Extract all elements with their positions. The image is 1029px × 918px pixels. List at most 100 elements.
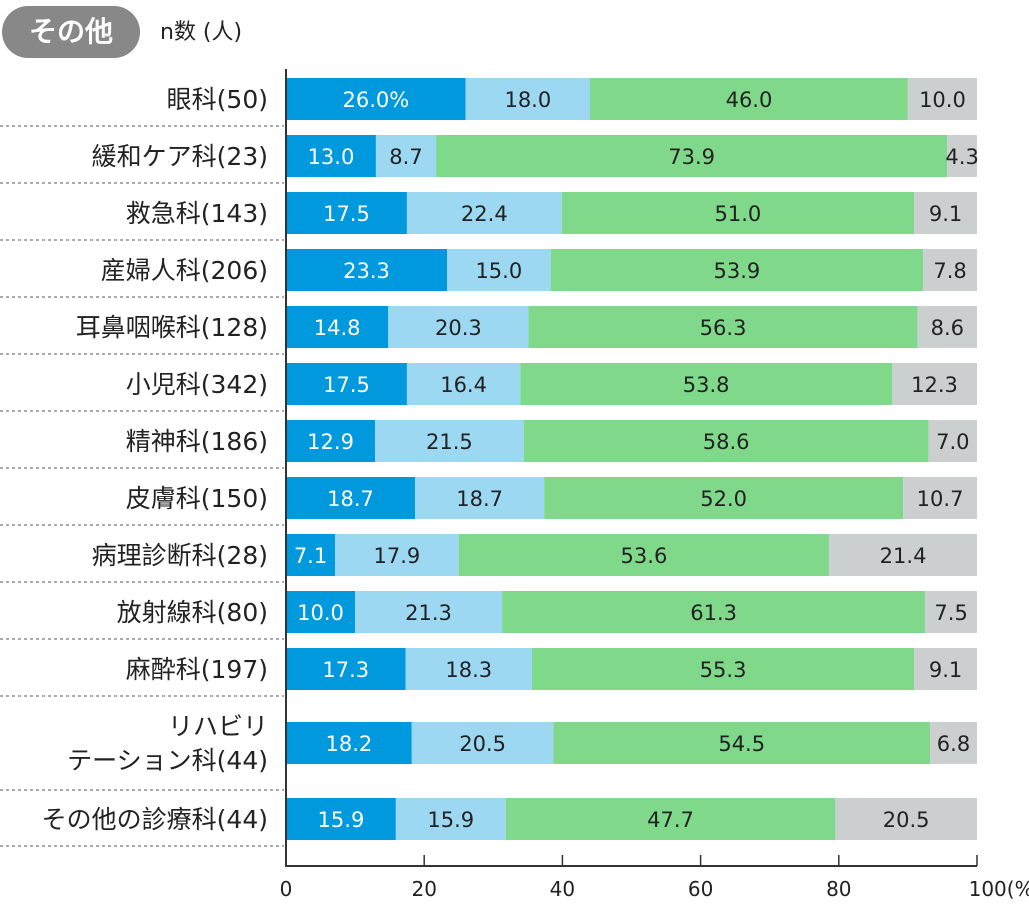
bar-segment (415, 477, 545, 519)
x-tick-label: 40 (550, 877, 575, 901)
category-label: 病理診断科(28) (92, 541, 268, 570)
bar-segment (914, 192, 977, 234)
data-label: 58.6 (703, 430, 750, 454)
bar-segment (505, 798, 836, 840)
bar-segment (286, 798, 396, 840)
x-tick-label: 100(%) (969, 877, 1029, 901)
bar-segment (286, 420, 376, 462)
data-label: 52.0 (700, 487, 747, 511)
data-label: 9.1 (929, 202, 962, 226)
bar-segment (286, 249, 448, 291)
bar-segment (590, 78, 908, 120)
data-label: 18.7 (327, 487, 374, 511)
data-label: 7.0 (936, 430, 969, 454)
data-label: 7.5 (934, 601, 967, 625)
bar-segment (286, 306, 389, 348)
bar-segment (531, 648, 915, 690)
x-tick-label: 20 (411, 877, 436, 901)
data-label: 55.3 (700, 658, 747, 682)
bar-segment (520, 363, 893, 405)
data-label: 4.3 (945, 145, 978, 169)
data-label: 17.5 (323, 202, 370, 226)
bar-segment (286, 363, 407, 405)
bar-segment (405, 648, 532, 690)
bar-segment (553, 722, 931, 764)
bar-segment (447, 249, 551, 291)
data-label: 18.2 (325, 732, 372, 756)
bar-segment (928, 420, 977, 462)
data-label: 10.7 (917, 487, 964, 511)
data-label: 20.5 (459, 732, 506, 756)
data-label: 53.8 (683, 373, 730, 397)
data-label: 13.0 (308, 145, 355, 169)
data-label: 20.3 (435, 316, 482, 340)
bar-segment (436, 135, 948, 177)
bar-segment (550, 249, 924, 291)
data-label: 56.3 (700, 316, 747, 340)
bar-segment (465, 78, 591, 120)
bar-segment (523, 420, 929, 462)
category-label: テーション科(44) (67, 746, 268, 775)
bar-segment (286, 135, 376, 177)
category-label: リハビリ (168, 712, 268, 741)
x-tick-label: 60 (688, 877, 713, 901)
category-label: 麻酔科(197) (126, 655, 268, 684)
data-label: 61.3 (690, 601, 737, 625)
data-label: 18.7 (456, 487, 503, 511)
data-label: 22.4 (461, 202, 508, 226)
data-label: 18.0 (504, 88, 551, 112)
bar-segment (286, 78, 466, 120)
data-label: 20.5 (883, 808, 930, 832)
bar-segment (544, 477, 904, 519)
bar-segment (458, 534, 830, 576)
data-label: 18.3 (445, 658, 492, 682)
category-label: 放射線科(80) (117, 598, 268, 627)
category-label: 小児科(342) (126, 370, 268, 399)
data-label: 8.7 (389, 145, 422, 169)
data-label: 53.6 (621, 544, 668, 568)
data-label: 15.9 (427, 808, 474, 832)
data-label: 21.3 (405, 601, 452, 625)
bar-segment (923, 249, 977, 291)
data-label: 17.9 (374, 544, 421, 568)
bar-segment (835, 798, 977, 840)
bar-segment (355, 591, 503, 633)
bar-segment (286, 192, 407, 234)
x-tick-label: 0 (280, 877, 293, 901)
bar-segment (892, 363, 977, 405)
bar-segment (411, 722, 554, 764)
data-label: 9.1 (929, 658, 962, 682)
data-label: 17.3 (322, 658, 369, 682)
data-label: 15.9 (318, 808, 365, 832)
bar-segment (947, 135, 977, 177)
n-count-label: n数 (人) (160, 20, 243, 45)
section-badge: その他 (2, 6, 140, 58)
data-label: 6.8 (937, 732, 970, 756)
bar-segment (528, 306, 918, 348)
category-label: 皮膚科(150) (126, 484, 268, 513)
data-label: 7.8 (933, 259, 966, 283)
bar-segment (903, 477, 977, 519)
data-label: 16.4 (440, 373, 487, 397)
data-label: 7.1 (294, 544, 327, 568)
bar-segment (286, 591, 356, 633)
bar-segment (395, 798, 506, 840)
bar-segment (907, 78, 977, 120)
bar-segment (388, 306, 529, 348)
data-label: 47.7 (647, 808, 694, 832)
data-label: 10.0 (919, 88, 966, 112)
data-label: 12.9 (307, 430, 354, 454)
data-label: 46.0 (726, 88, 773, 112)
bar-segment (561, 192, 915, 234)
bar-segment (335, 534, 459, 576)
data-label: 53.9 (713, 259, 760, 283)
category-label: 産婦人科(206) (101, 256, 268, 285)
data-label: 14.8 (314, 316, 361, 340)
category-label: その他の診療科(44) (42, 805, 268, 834)
bar-segment (286, 648, 406, 690)
category-label: 精神科(186) (126, 427, 268, 456)
data-label: 21.4 (880, 544, 927, 568)
bar-segment (829, 534, 977, 576)
bar-segment (917, 306, 977, 348)
